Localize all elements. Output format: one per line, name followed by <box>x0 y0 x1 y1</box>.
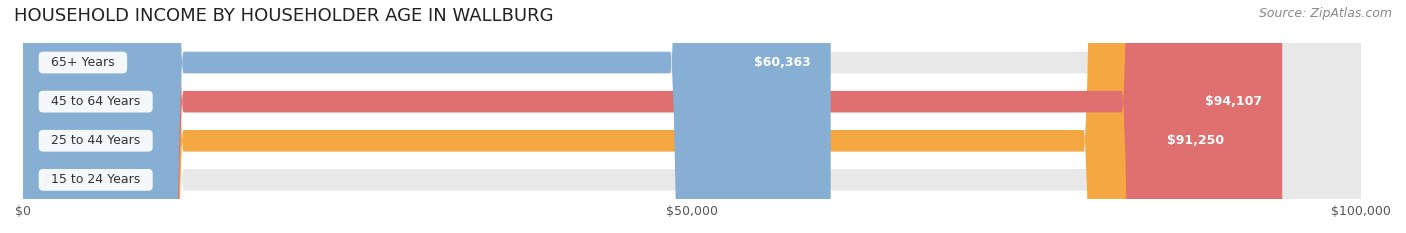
Text: Source: ZipAtlas.com: Source: ZipAtlas.com <box>1258 7 1392 20</box>
FancyBboxPatch shape <box>22 0 1282 233</box>
FancyBboxPatch shape <box>22 0 1361 233</box>
Text: 65+ Years: 65+ Years <box>44 56 122 69</box>
FancyBboxPatch shape <box>22 0 831 233</box>
Text: 25 to 44 Years: 25 to 44 Years <box>44 134 148 147</box>
FancyBboxPatch shape <box>22 0 1361 233</box>
Text: HOUSEHOLD INCOME BY HOUSEHOLDER AGE IN WALLBURG: HOUSEHOLD INCOME BY HOUSEHOLDER AGE IN W… <box>14 7 554 25</box>
FancyBboxPatch shape <box>22 0 1361 233</box>
Text: 45 to 64 Years: 45 to 64 Years <box>44 95 148 108</box>
Text: $0: $0 <box>44 173 59 186</box>
Text: $91,250: $91,250 <box>1167 134 1223 147</box>
FancyBboxPatch shape <box>22 0 1361 233</box>
Text: 15 to 24 Years: 15 to 24 Years <box>44 173 148 186</box>
Text: $60,363: $60,363 <box>754 56 811 69</box>
FancyBboxPatch shape <box>22 0 1244 233</box>
Text: $94,107: $94,107 <box>1205 95 1263 108</box>
